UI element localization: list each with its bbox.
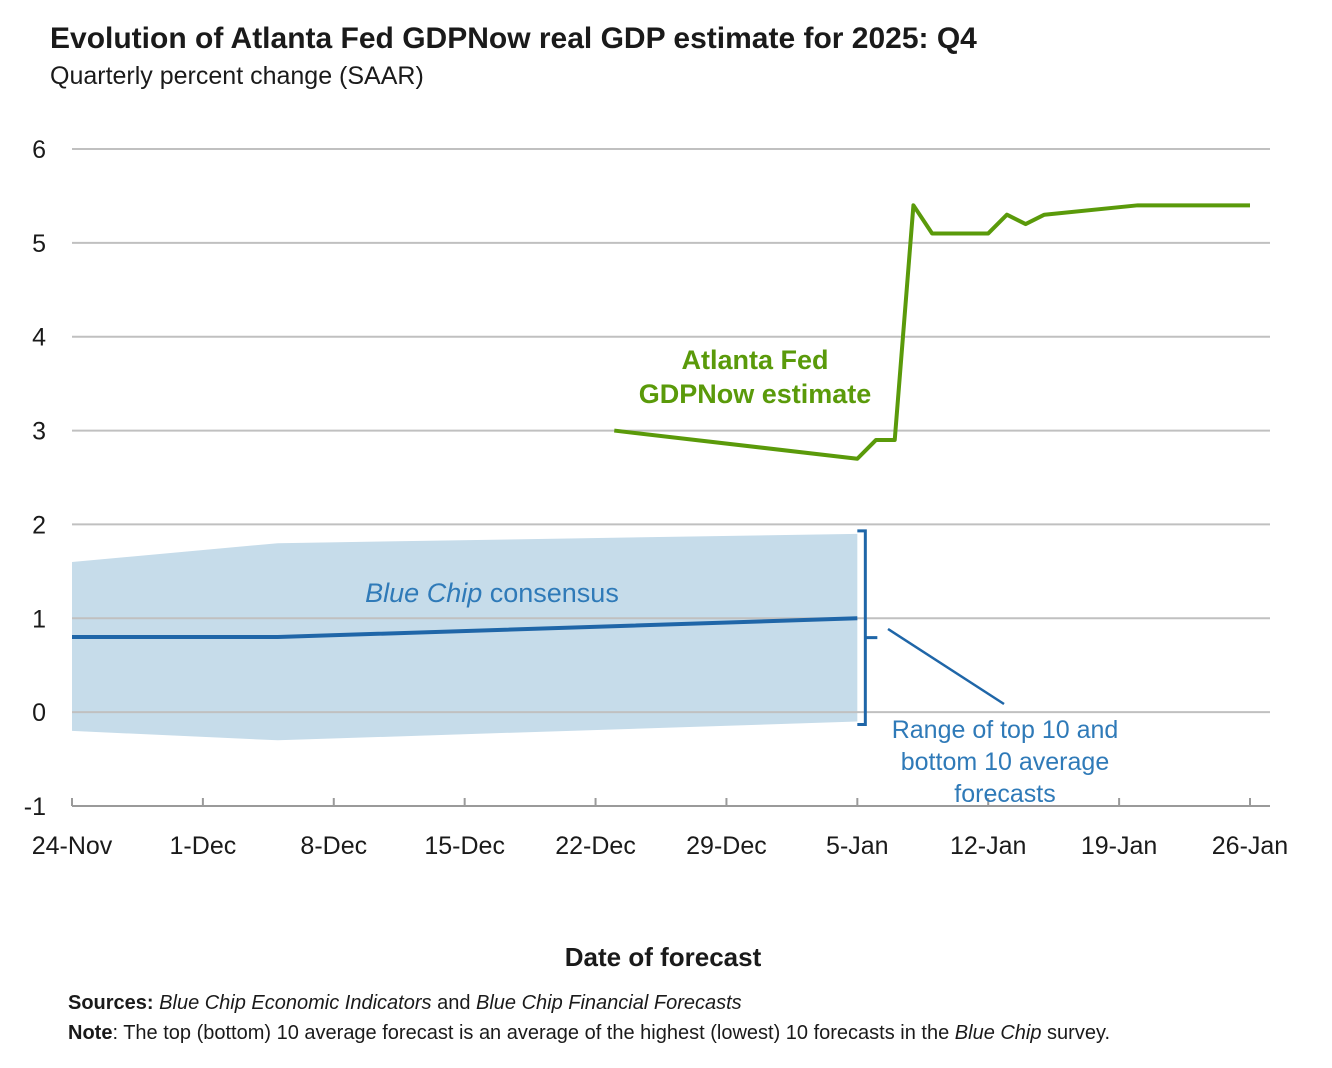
range-label: bottom 10 average [901, 748, 1109, 776]
gdpnow-estimate-line [614, 203, 1250, 461]
note-text-2: survey. [1041, 1022, 1111, 1044]
range-bracket [857, 529, 878, 727]
x-tick-label: 19-Jan [1081, 832, 1157, 860]
note-italic: Blue Chip [954, 1022, 1042, 1044]
y-tick-label: -1 [24, 793, 46, 821]
footnote: Note: The top (bottom) 10 average foreca… [68, 1022, 1110, 1045]
sources-title-2: Blue Chip Financial Forecasts [476, 992, 742, 1014]
chart-subtitle: Quarterly percent change (SAAR) [50, 62, 424, 90]
range-label: Range of top 10 and [892, 716, 1119, 744]
sources-title-1: Blue Chip Economic Indicators [159, 992, 432, 1014]
range-label: forecasts [954, 780, 1055, 808]
y-tick-label: 0 [32, 699, 46, 727]
x-tick-label: 12-Jan [950, 832, 1026, 860]
y-tick-label: 1 [32, 605, 46, 633]
x-axis-title: Date of forecast [565, 942, 762, 972]
x-tick-label: 29-Dec [686, 832, 767, 860]
x-tick-label: 15-Dec [424, 832, 505, 860]
gdpnow-chart: -1 0 1 2 3 4 5 6 24-Nov 1-Dec 8-Dec 15-Dec 22-Dec 29-… [24, 136, 1288, 972]
x-tick-label: 26-Jan [1212, 832, 1288, 860]
chart-title: Evolution of Atlanta Fed GDPNow real GDP… [50, 22, 977, 55]
sources-label: Sources: [68, 992, 154, 1014]
x-tick-label: 8-Dec [300, 832, 367, 860]
x-tick-label: 1-Dec [170, 832, 237, 860]
range-leader-line [887, 627, 1005, 706]
x-tick-label: 22-Dec [555, 832, 636, 860]
blue-chip-consensus-line [72, 616, 858, 640]
x-tick-label: 5-Jan [826, 832, 889, 860]
forecast-range-band [72, 533, 858, 741]
blue-chip-consensus-label: Blue Chip consensus [365, 578, 619, 608]
y-tick-label: 6 [32, 136, 46, 164]
sources-note: Sources: Blue Chip Economic Indicators a… [68, 992, 742, 1015]
gdpnow-label: Atlanta Fed [681, 345, 828, 375]
x-tick-label: 24-Nov [32, 832, 113, 860]
sources-and: and [431, 992, 476, 1014]
y-tick-label: 5 [32, 230, 46, 258]
y-tick-label: 3 [32, 418, 46, 446]
y-tick-label: 2 [32, 511, 46, 539]
gdpnow-label: GDPNow estimate [639, 379, 872, 409]
note-label: Note [68, 1022, 113, 1044]
note-text-1: : The top (bottom) 10 average forecast i… [112, 1022, 955, 1044]
y-tick-label: 4 [32, 324, 46, 352]
